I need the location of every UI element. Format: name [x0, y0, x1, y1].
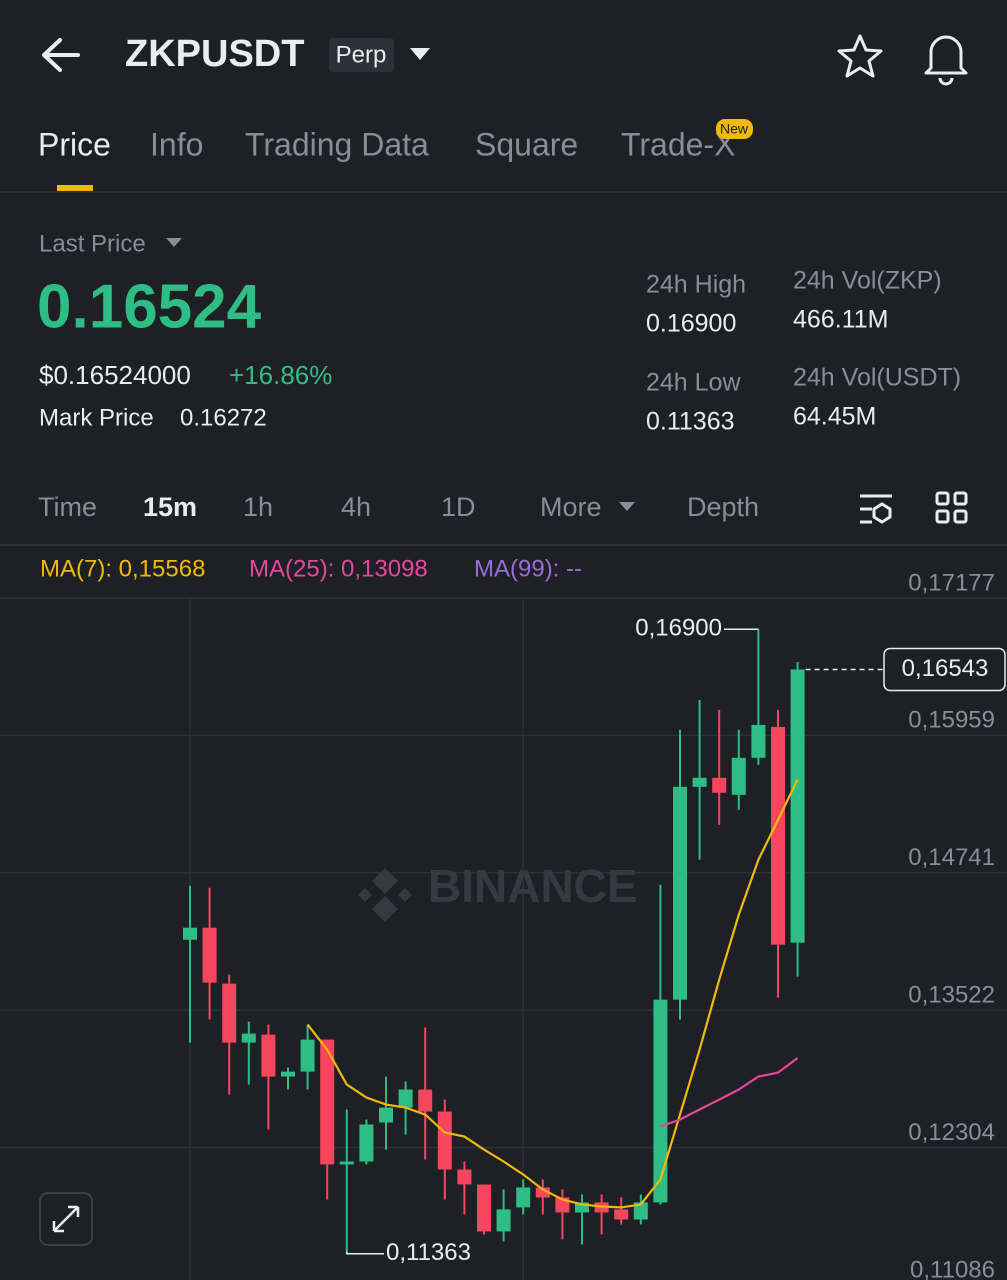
- layout-icon[interactable]: [935, 491, 968, 524]
- legend: MA(7): 0,15568 MA(25): 0,13098 MA(99): --: [40, 555, 582, 582]
- y-tick-label: 0,15959: [908, 707, 995, 734]
- candle-body: [614, 1209, 629, 1220]
- expand-button[interactable]: [39, 1192, 93, 1246]
- candle-body: [516, 1187, 531, 1208]
- new-badge-bg: [716, 119, 753, 139]
- interval[interactable]: 1D: [441, 492, 476, 522]
- candle-body: [712, 777, 727, 793]
- candle-body: [261, 1034, 276, 1077]
- candle-body: [477, 1184, 491, 1232]
- stat-label: 24h Vol(USDT): [793, 364, 961, 392]
- candle-body: [359, 1124, 374, 1162]
- chart-grid: 0,17177 0,15959 0,14741 0,13522 0,12304 0,110…: [0, 569, 1007, 1280]
- legend-entry: MA(99): --: [474, 555, 582, 582]
- candle-body: [222, 983, 237, 1043]
- candle-body: [790, 669, 805, 943]
- mark-price: 0.16272: [180, 404, 267, 431]
- stat-label: 24h High: [646, 271, 746, 299]
- candle-body: [202, 927, 217, 983]
- last-price: 0.16524: [37, 272, 262, 341]
- candle-body: [653, 999, 668, 1203]
- candle-body: [183, 927, 197, 940]
- candle-body: [575, 1202, 589, 1213]
- legend-entry: MA(7): 0,15568: [40, 555, 205, 582]
- stat-value: 64.45M: [793, 403, 876, 431]
- candle-body: [692, 777, 707, 787]
- interval[interactable]: 1h: [243, 492, 273, 522]
- tab[interactable]: Price: [38, 126, 111, 162]
- interval[interactable]: 4h: [341, 492, 371, 522]
- watermark-logo: [358, 868, 412, 922]
- tab[interactable]: Square: [475, 126, 578, 162]
- stat-value: 0.11363: [646, 408, 735, 436]
- moving-average-line: [660, 1057, 799, 1128]
- candle-body: [300, 1039, 315, 1072]
- candle-body: [457, 1169, 472, 1185]
- high-label: 0,16900: [635, 615, 722, 642]
- candle-body: [418, 1089, 433, 1112]
- candle-body: [731, 757, 746, 795]
- active-tab-indicator: [57, 185, 93, 191]
- last-price-box: [883, 647, 1006, 692]
- stat-label: 24h Low: [646, 369, 741, 397]
- candle-body: [437, 1111, 452, 1170]
- y-tick-label: 0,14741: [908, 844, 995, 871]
- candle-body: [633, 1202, 648, 1220]
- interval[interactable]: 15m: [143, 492, 197, 522]
- candle-body: [398, 1089, 413, 1108]
- perp-badge: Perp: [336, 41, 387, 68]
- candle-body: [673, 786, 687, 1000]
- new-badge: New: [720, 121, 749, 137]
- interval[interactable]: Depth: [687, 492, 759, 522]
- low-marker-line: [346, 1251, 384, 1255]
- candle-body: [339, 1161, 354, 1165]
- candle-body: [751, 724, 766, 758]
- low-label: 0,11363: [386, 1239, 471, 1266]
- mark-price-label: Mark Price: [39, 404, 154, 431]
- favorite-star[interactable]: [837, 34, 883, 78]
- tab[interactable]: Trading Data: [245, 126, 429, 162]
- legend-entry: MA(25): 0,13098: [249, 555, 428, 582]
- price-change: +16.86%: [229, 360, 332, 390]
- back-button[interactable]: [42, 38, 80, 72]
- y-tick-label: 0,13522: [908, 982, 995, 1009]
- tab[interactable]: Trade-X: [621, 126, 735, 162]
- tab[interactable]: Info: [150, 126, 203, 162]
- notification-bell[interactable]: [924, 35, 968, 86]
- watermark: BINANCE: [428, 860, 638, 912]
- expand-icon: [52, 1205, 80, 1233]
- candle-body: [496, 1209, 511, 1232]
- y-tick-label: 0,12304: [908, 1119, 995, 1146]
- candle-body: [320, 1039, 335, 1165]
- stat-value: 466.11M: [793, 306, 888, 334]
- candle-body: [379, 1107, 393, 1123]
- stat-label: 24h Vol(ZKP): [793, 267, 942, 295]
- last-price-dropdown[interactable]: [166, 238, 182, 247]
- usd-price: $0.16524000: [39, 360, 191, 390]
- candle-body: [241, 1033, 256, 1043]
- y-tick-label: 0,17177: [908, 569, 995, 596]
- candle-body: [281, 1071, 295, 1077]
- candle-body: [535, 1187, 550, 1198]
- perp-badge-bg: [329, 38, 394, 72]
- last-price-label: Last Price: [39, 230, 146, 257]
- symbol-title: ZKPUSDT: [125, 33, 304, 75]
- more-dropdown[interactable]: [619, 502, 635, 511]
- last-price-label: 0,16543: [902, 655, 989, 682]
- plot: 0,16900 0,11363 0,16543: [183, 615, 1006, 1266]
- chart-settings-icon[interactable]: [860, 494, 892, 524]
- symbol-dropdown[interactable]: [410, 48, 430, 60]
- stat-value: 0.16900: [646, 310, 736, 338]
- moving-average-line: [306, 778, 799, 1209]
- y-tick-label: 0,11086: [910, 1256, 995, 1280]
- interval[interactable]: More: [540, 492, 602, 522]
- interval[interactable]: Time: [38, 492, 97, 522]
- candle-body: [771, 726, 785, 945]
